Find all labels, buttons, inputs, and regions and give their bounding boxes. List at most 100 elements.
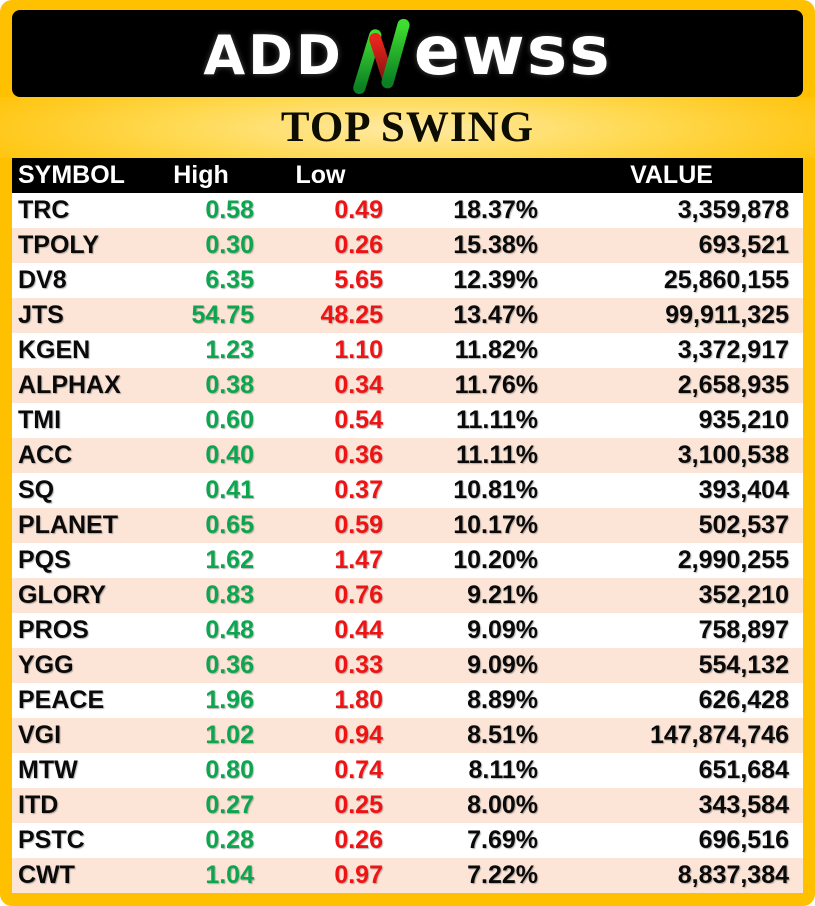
value-cell: 393,404 bbox=[698, 476, 789, 504]
header-value: VALUE bbox=[540, 158, 803, 193]
percent-cell: 9.21% bbox=[467, 581, 538, 609]
symbol-cell: YGG bbox=[18, 651, 74, 679]
high-cell: 0.60 bbox=[205, 406, 254, 434]
value-cell: 3,359,878 bbox=[677, 196, 789, 224]
high-cell: 1.04 bbox=[205, 861, 254, 889]
table-header: SYMBOL High Low VALUE bbox=[12, 158, 803, 193]
table-row: KGEN 1.23 1.10 11.82% 3,372,917 bbox=[12, 333, 803, 368]
high-cell: 1.23 bbox=[205, 336, 254, 364]
low-cell: 0.33 bbox=[334, 651, 383, 679]
table-row: GLORY 0.83 0.76 9.21% 352,210 bbox=[12, 578, 803, 613]
table-row: JTS 54.75 48.25 13.47% 99,911,325 bbox=[12, 298, 803, 333]
percent-cell: 15.38% bbox=[453, 231, 538, 259]
header-high: High bbox=[145, 158, 257, 193]
value-cell: 99,911,325 bbox=[665, 301, 789, 329]
swing-table: SYMBOL High Low VALUE TRC 0.58 0.49 18.3… bbox=[12, 158, 803, 893]
low-cell: 0.34 bbox=[334, 371, 383, 399]
high-cell: 6.35 bbox=[205, 266, 254, 294]
value-cell: 343,584 bbox=[698, 791, 789, 819]
value-cell: 352,210 bbox=[698, 581, 789, 609]
low-cell: 0.97 bbox=[334, 861, 383, 889]
high-cell: 0.65 bbox=[205, 511, 254, 539]
high-cell: 0.28 bbox=[205, 826, 254, 854]
table-row: YGG 0.36 0.33 9.09% 554,132 bbox=[12, 648, 803, 683]
symbol-cell: JTS bbox=[18, 301, 64, 329]
percent-cell: 8.00% bbox=[467, 791, 538, 819]
table-row: TRC 0.58 0.49 18.37% 3,359,878 bbox=[12, 193, 803, 228]
symbol-cell: SQ bbox=[18, 476, 55, 504]
high-cell: 0.36 bbox=[205, 651, 254, 679]
percent-cell: 7.22% bbox=[467, 861, 538, 889]
table-row: PSTC 0.28 0.26 7.69% 696,516 bbox=[12, 823, 803, 858]
page-title: TOP SWING bbox=[280, 104, 535, 151]
symbol-cell: GLORY bbox=[18, 581, 106, 609]
high-cell: 0.38 bbox=[205, 371, 254, 399]
value-cell: 651,684 bbox=[698, 756, 789, 784]
table-row: PQS 1.62 1.47 10.20% 2,990,255 bbox=[12, 543, 803, 578]
symbol-cell: CWT bbox=[18, 861, 75, 889]
high-cell: 0.80 bbox=[205, 756, 254, 784]
low-cell: 48.25 bbox=[320, 301, 383, 329]
value-cell: 8,837,384 bbox=[677, 861, 789, 889]
percent-cell: 10.81% bbox=[453, 476, 538, 504]
percent-cell: 11.76% bbox=[454, 371, 538, 399]
table-row: DV8 6.35 5.65 12.39% 25,860,155 bbox=[12, 263, 803, 298]
symbol-cell: MTW bbox=[18, 756, 78, 784]
symbol-cell: PSTC bbox=[18, 826, 85, 854]
low-cell: 0.94 bbox=[334, 721, 383, 749]
logo-banner: ADD ewss bbox=[12, 10, 803, 97]
high-cell: 1.96 bbox=[205, 686, 254, 714]
low-cell: 0.26 bbox=[334, 231, 383, 259]
header-symbol: SYMBOL bbox=[12, 158, 145, 193]
high-cell: 1.62 bbox=[205, 546, 254, 574]
percent-cell: 12.39% bbox=[453, 266, 538, 294]
logo-text-add: ADD bbox=[203, 23, 344, 87]
high-cell: 1.02 bbox=[205, 721, 254, 749]
header-percent bbox=[384, 158, 540, 193]
value-cell: 554,132 bbox=[698, 651, 789, 679]
table-row: PEACE 1.96 1.80 8.89% 626,428 bbox=[12, 683, 803, 718]
low-cell: 0.36 bbox=[334, 441, 383, 469]
low-cell: 0.44 bbox=[334, 616, 383, 644]
table-row: VGI 1.02 0.94 8.51% 147,874,746 bbox=[12, 718, 803, 753]
low-cell: 0.54 bbox=[334, 406, 383, 434]
logo-text-ewss: ewss bbox=[413, 11, 612, 91]
symbol-cell: ITD bbox=[18, 791, 59, 819]
percent-cell: 10.20% bbox=[453, 546, 538, 574]
symbol-cell: PEACE bbox=[18, 686, 105, 714]
symbol-cell: PROS bbox=[18, 616, 89, 644]
symbol-cell: VGI bbox=[18, 721, 62, 749]
low-cell: 1.80 bbox=[334, 686, 383, 714]
high-cell: 0.41 bbox=[205, 476, 254, 504]
high-cell: 0.40 bbox=[205, 441, 254, 469]
symbol-cell: PQS bbox=[18, 546, 71, 574]
addnewss-logo: ADD ewss bbox=[203, 12, 611, 96]
percent-cell: 8.11% bbox=[468, 756, 538, 784]
percent-cell: 8.89% bbox=[467, 686, 538, 714]
symbol-cell: TMI bbox=[18, 406, 62, 434]
low-cell: 0.25 bbox=[334, 791, 383, 819]
value-cell: 693,521 bbox=[698, 231, 789, 259]
high-cell: 0.27 bbox=[205, 791, 254, 819]
low-cell: 0.37 bbox=[334, 476, 383, 504]
percent-cell: 11.11% bbox=[455, 441, 538, 469]
low-cell: 0.26 bbox=[334, 826, 383, 854]
low-cell: 0.59 bbox=[334, 511, 383, 539]
value-cell: 2,990,255 bbox=[677, 546, 789, 574]
symbol-cell: PLANET bbox=[18, 511, 118, 539]
low-cell: 1.47 bbox=[334, 546, 383, 574]
symbol-cell: DV8 bbox=[18, 266, 67, 294]
symbol-cell: ACC bbox=[18, 441, 73, 469]
high-cell: 0.48 bbox=[205, 616, 254, 644]
percent-cell: 7.69% bbox=[467, 826, 538, 854]
header-low: Low bbox=[257, 158, 384, 193]
table-row: TPOLY 0.30 0.26 15.38% 693,521 bbox=[12, 228, 803, 263]
value-cell: 147,874,746 bbox=[649, 721, 789, 749]
table-row: CWT 1.04 0.97 7.22% 8,837,384 bbox=[12, 858, 803, 893]
logo-n-icon bbox=[353, 18, 410, 94]
table-row: PLANET 0.65 0.59 10.17% 502,537 bbox=[12, 508, 803, 543]
table-row: SQ 0.41 0.37 10.81% 393,404 bbox=[12, 473, 803, 508]
table-row: ALPHAX 0.38 0.34 11.76% 2,658,935 bbox=[12, 368, 803, 403]
low-cell: 0.49 bbox=[334, 196, 383, 224]
